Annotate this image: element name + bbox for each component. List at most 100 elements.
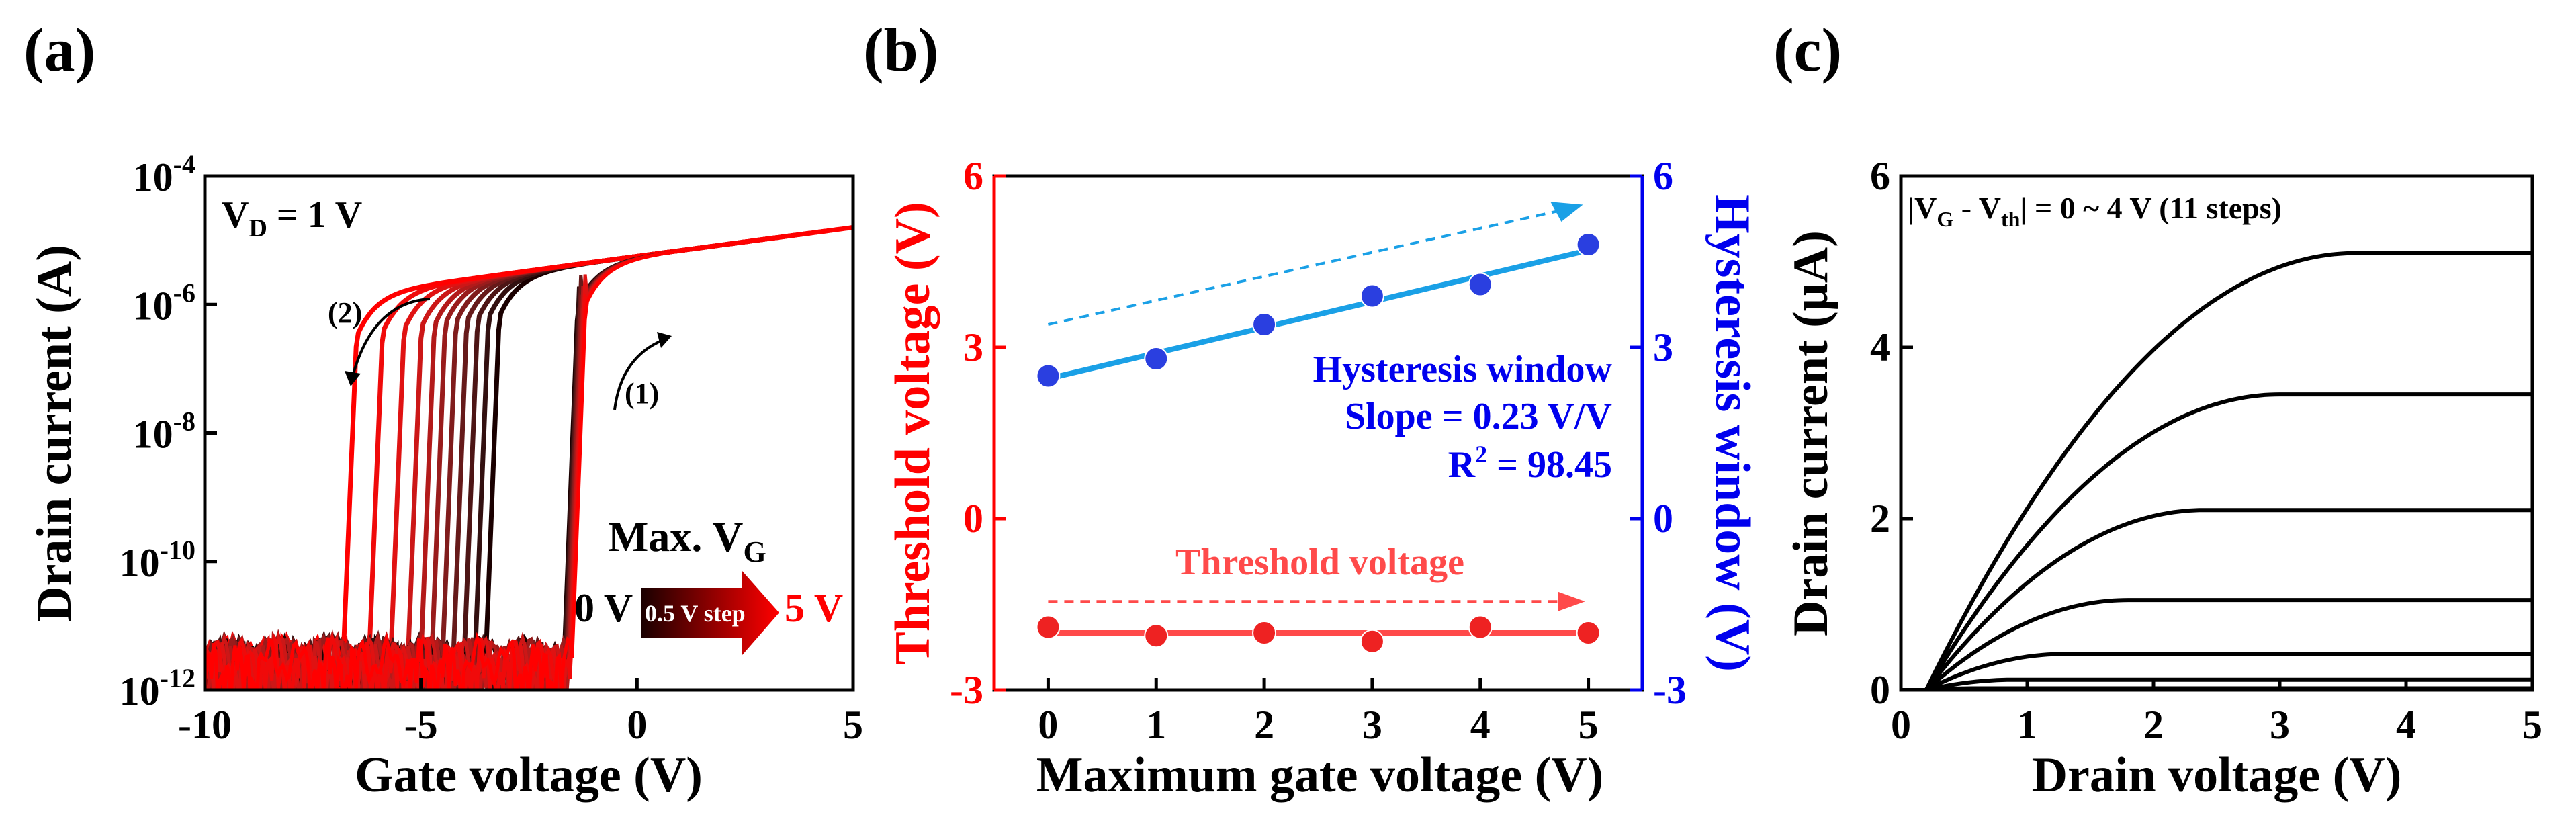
r2-rest: = 98.45 <box>1487 444 1612 486</box>
c-output-curve <box>1901 508 2532 690</box>
panel-b-chart: 0 1 2 3 4 5 -3 -3 0 0 3 3 6 6 Maximum gate voltage (… <box>885 154 1760 803</box>
cond-post: | = 0 ~ 4 V (11 steps) <box>2020 191 2282 225</box>
a-x-tick-label: 5 <box>843 703 863 747</box>
b-point-threshold <box>1576 621 1601 645</box>
a-x-tick-label: 0 <box>627 703 647 747</box>
a-y-tick-exp: -4 <box>173 149 195 179</box>
a-y-tick-base: 10 <box>133 284 173 328</box>
panel-c-x-axis-label: Drain voltage (V) <box>2032 748 2402 803</box>
a-y-tick-exp: -8 <box>173 406 195 437</box>
legend-max-vg-title: Max. VG <box>608 513 766 568</box>
legend-max-sub: G <box>743 535 766 568</box>
sweep-label-2: (2) <box>328 296 362 329</box>
b-x-tick-label: 5 <box>1579 703 1599 747</box>
b-right-y-tick-label: 6 <box>1653 154 1673 198</box>
sweep-arrow-forward-head <box>657 332 672 348</box>
a-y-tick-exp: -6 <box>173 277 195 308</box>
b-point-threshold <box>1144 623 1169 648</box>
panel-b-x-ticks: 0 1 2 3 4 5 <box>1038 678 1599 747</box>
b-point-hysteresis <box>1576 232 1601 257</box>
cond-pre: |V <box>1908 191 1937 225</box>
c-y-tick-label: 6 <box>1870 154 1890 198</box>
b-right-y-tick-label: 3 <box>1653 325 1673 369</box>
sweep-label-1: (1) <box>625 377 659 410</box>
b-left-y-tick-label: 0 <box>963 496 983 541</box>
b-left-y-tick-label: 3 <box>963 325 983 369</box>
panel-c-x-ticks: 0 1 2 3 4 5 <box>1891 678 2542 747</box>
legend-max-v: Max. V <box>608 513 743 560</box>
sweep-arrow-reverse-head <box>345 371 361 386</box>
c-x-tick-label: 5 <box>2522 703 2542 747</box>
a-y-tick-exp: -10 <box>160 535 195 565</box>
b-point-threshold <box>1036 615 1061 640</box>
a-y-tick-label: 10-12 <box>120 663 195 713</box>
panel-b-left-axis-label: Threshold voltage (V) <box>885 202 940 664</box>
c-output-curve <box>1901 652 2532 690</box>
threshold-voltage-label: Threshold voltage <box>1175 541 1464 583</box>
a-y-tick-base: 10 <box>133 412 173 457</box>
b-point-hysteresis <box>1360 284 1384 308</box>
panel-label-a: (a) <box>24 15 95 84</box>
b-point-hysteresis <box>1036 363 1061 388</box>
a-y-tick-exp: -12 <box>160 663 195 693</box>
a-y-tick-label: 10-10 <box>120 535 195 585</box>
c-output-curve <box>1901 392 2532 690</box>
panel-c-chart: 0 1 2 3 4 5 0 2 4 6 Drain voltage (V) Drain curr… <box>1783 154 2542 803</box>
panel-b-marks <box>1036 202 1601 654</box>
r2-sup: 2 <box>1475 441 1487 468</box>
legend-start-value: 0 V <box>574 586 633 630</box>
panel-label-c: (c) <box>1773 15 1842 84</box>
b-x-tick-label: 1 <box>1146 703 1166 747</box>
cond-sub1: G <box>1937 207 1953 231</box>
b-fit-line-hysteresis <box>1047 247 1589 382</box>
a-y-tick-label: 10-4 <box>133 149 195 200</box>
c-x-tick-label: 0 <box>1891 703 1911 747</box>
a-forward-sweep-curve <box>205 226 853 690</box>
legend-step-text: 0.5 V step <box>645 600 746 627</box>
r2-annotation: R2 = 98.45 <box>1448 441 1612 486</box>
cond-sub2: th <box>2001 207 2020 231</box>
a-y-tick-label: 10-6 <box>133 277 195 328</box>
c-x-tick-label: 1 <box>2017 703 2037 747</box>
panel-a-curves <box>205 225 853 690</box>
panel-c-frame <box>1899 174 2534 692</box>
c-output-curve <box>1901 677 2532 690</box>
b-right-y-tick-label: -3 <box>1653 668 1687 712</box>
sweep-arrow-reverse <box>351 298 431 377</box>
vd-sub: D <box>249 214 267 243</box>
c-x-tick-label: 2 <box>2143 703 2164 747</box>
c-y-tick-label: 0 <box>1870 668 1890 712</box>
panel-b-right-axis-label: Hysteresis window (V) <box>1705 195 1760 672</box>
cond-mid: - V <box>1953 191 2001 225</box>
slope-annotation: Slope = 0.23 V/V <box>1345 396 1612 437</box>
c-y-tick-label: 4 <box>1870 325 1890 369</box>
c-x-tick-label: 3 <box>2270 703 2290 747</box>
legend-end-value: 5 V <box>785 586 843 630</box>
sweep-arrow-forward <box>613 338 666 410</box>
b-left-y-tick-label: 6 <box>963 154 983 198</box>
panel-a-y-axis-label: Drain current (A) <box>27 245 82 622</box>
c-output-curve <box>1901 251 2532 690</box>
b-point-threshold <box>1252 621 1277 645</box>
hysteresis-trend-arrow-head <box>1550 202 1583 222</box>
panel-a-vd-annotation: VD = 1 V <box>222 194 362 243</box>
panel-b-x-axis-label: Maximum gate voltage (V) <box>1036 748 1604 803</box>
panel-a-x-axis-label: Gate voltage (V) <box>355 748 703 803</box>
a-x-tick-label: -5 <box>404 703 438 747</box>
b-x-tick-label: 4 <box>1470 703 1491 747</box>
a-x-tick-label: -10 <box>178 703 232 747</box>
b-point-hysteresis <box>1252 312 1277 337</box>
c-output-curve <box>1901 598 2532 690</box>
c-y-tick-label: 2 <box>1870 496 1890 541</box>
panel-a-x-ticks: -10 -5 0 5 <box>178 678 863 747</box>
a-y-tick-base: 10 <box>133 155 173 200</box>
panel-c-y-axis-label: Drain current (μA) <box>1783 230 1838 636</box>
b-x-tick-label: 0 <box>1038 703 1058 747</box>
r2-r: R <box>1448 444 1476 486</box>
b-point-hysteresis <box>1468 272 1493 297</box>
threshold-trend-arrow-head <box>1558 591 1585 611</box>
panel-c-condition-annotation: |VG - Vth| = 0 ~ 4 V (11 steps) <box>1908 191 2282 231</box>
